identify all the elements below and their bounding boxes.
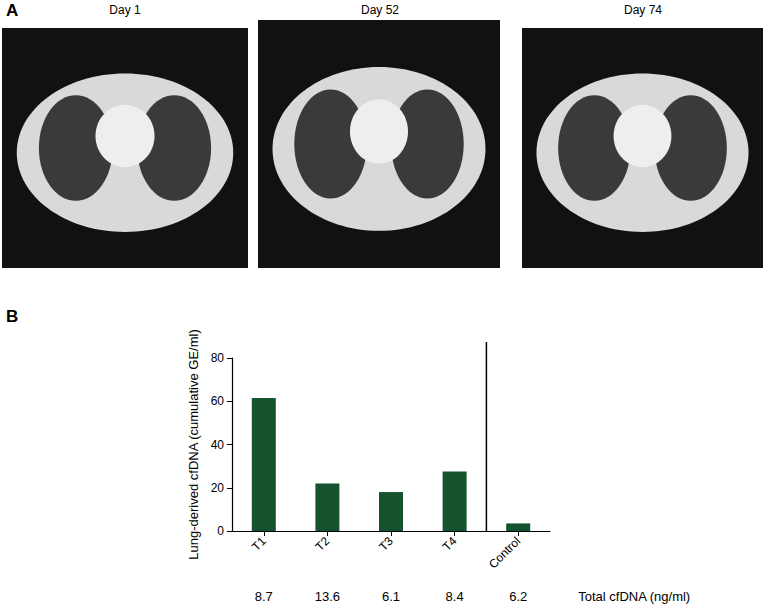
svg-text:13.6: 13.6 [315, 589, 340, 604]
svg-text:Day 1: Day 1 [109, 3, 141, 17]
svg-text:T1: T1 [249, 534, 269, 554]
svg-text:B: B [6, 307, 18, 326]
svg-text:60: 60 [211, 394, 225, 408]
svg-text:6.2: 6.2 [509, 589, 527, 604]
svg-text:8.4: 8.4 [446, 589, 464, 604]
svg-text:T3: T3 [376, 534, 396, 554]
svg-text:Lung-derived cfDNA (cumulative: Lung-derived cfDNA (cumulative GE/ml) [186, 329, 201, 559]
svg-text:Control: Control [486, 534, 523, 571]
svg-text:T2: T2 [313, 534, 333, 554]
svg-text:8.7: 8.7 [255, 589, 273, 604]
svg-text:40: 40 [211, 438, 225, 452]
svg-text:T4: T4 [440, 534, 460, 554]
svg-text:20: 20 [211, 481, 225, 495]
svg-text:A: A [6, 1, 18, 20]
svg-text:Day 52: Day 52 [361, 3, 399, 17]
svg-text:Day 74: Day 74 [624, 3, 662, 17]
svg-text:0: 0 [217, 524, 224, 538]
svg-text:6.1: 6.1 [382, 589, 400, 604]
svg-text:80: 80 [211, 351, 225, 365]
svg-text:Total cfDNA (ng/ml): Total cfDNA (ng/ml) [578, 589, 690, 604]
